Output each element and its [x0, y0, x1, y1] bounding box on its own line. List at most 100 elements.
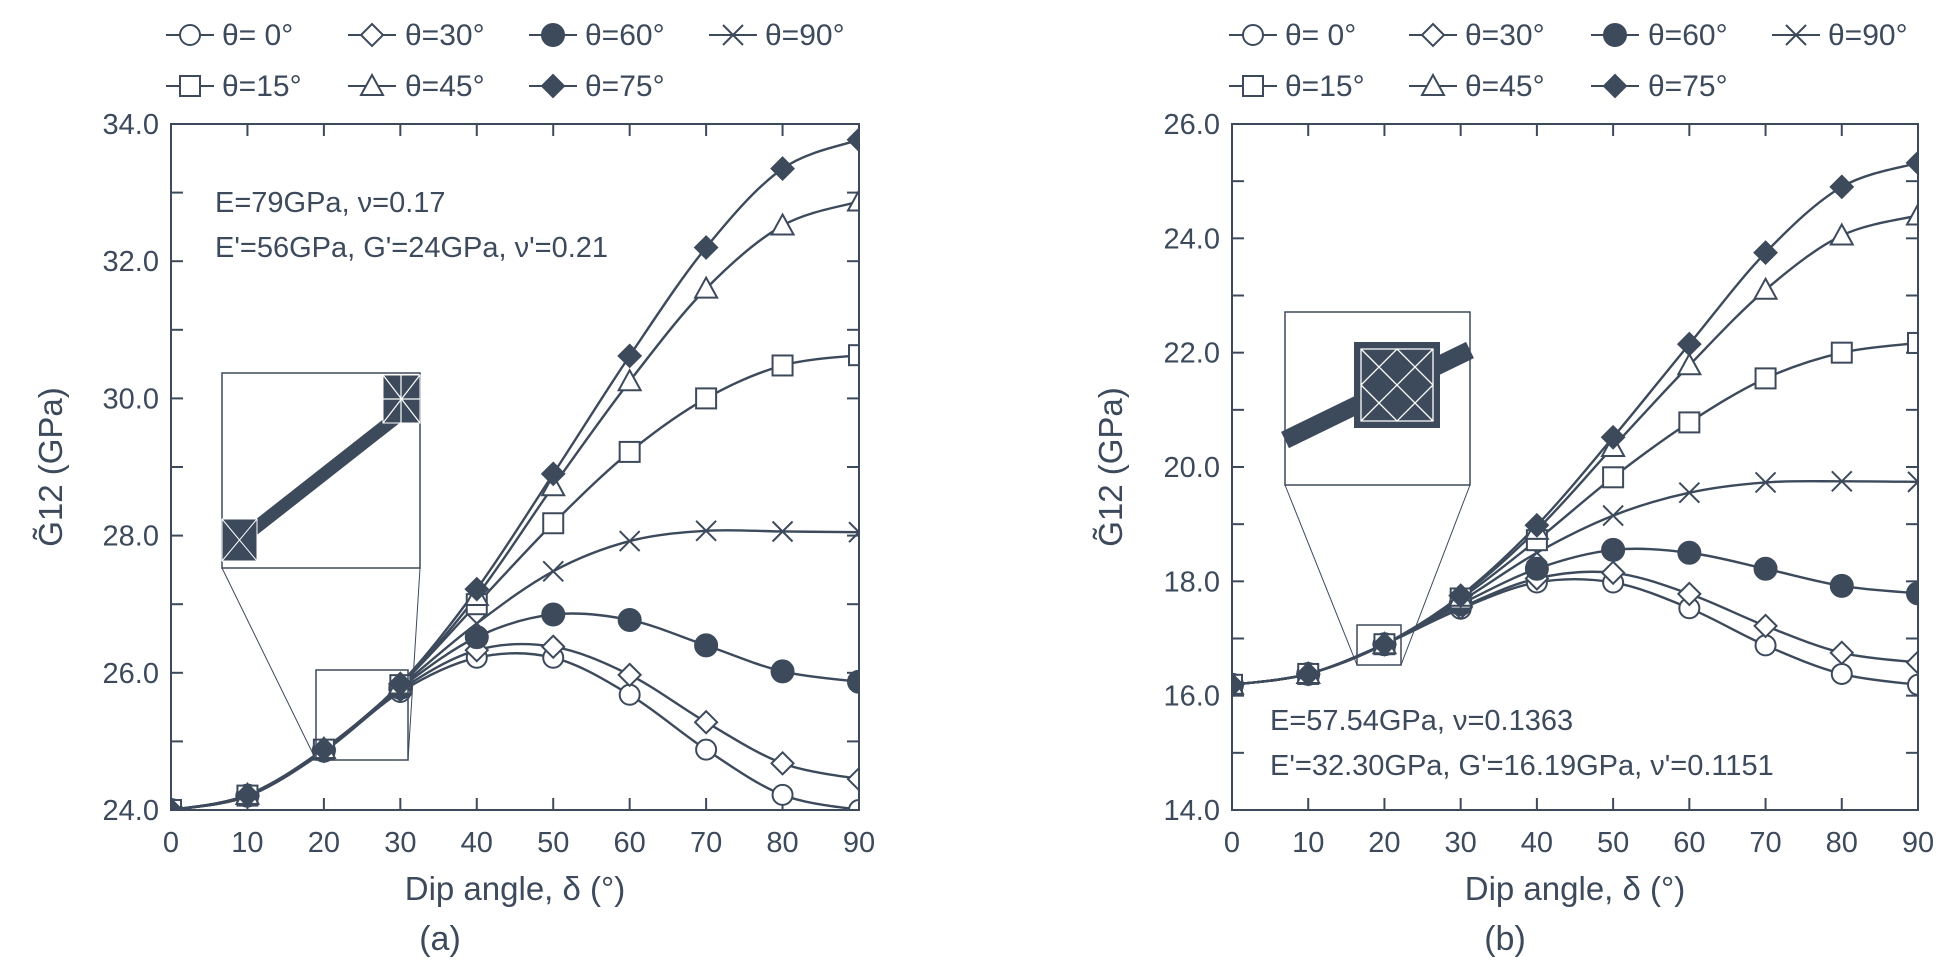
data-point — [693, 709, 719, 735]
chart-b-inset-connector — [1400, 484, 1471, 666]
data-point — [1831, 470, 1853, 492]
x-tick-label: 0 — [163, 827, 179, 859]
y-tick-label: 28.0 — [103, 521, 159, 553]
data-point — [848, 521, 859, 543]
series-line — [1232, 161, 1918, 686]
legend-item: θ= 0° — [166, 19, 293, 52]
data-point — [771, 354, 794, 377]
y-tick-label: 34.0 — [103, 109, 159, 141]
data-point — [540, 634, 566, 660]
chart-b-lines — [1232, 161, 1918, 686]
x-tick-label: 50 — [1597, 827, 1629, 859]
y-tick-label: 18.0 — [1164, 566, 1220, 598]
data-point — [617, 662, 643, 688]
legend-item: θ=30° — [348, 19, 485, 52]
chart-a-annotation-line: E=79GPa, ν=0.17 — [215, 187, 446, 219]
legend-marker — [1242, 24, 1264, 46]
data-point — [616, 368, 643, 392]
y-tick-label: 22.0 — [1164, 338, 1220, 370]
chart-a: 0 10 20 30 40 50 60 70 80 90 24.0 26.0 28.0 30.0 32.0 3… — [32, 109, 876, 958]
data-point — [540, 461, 566, 487]
y-tick-label: 26.0 — [103, 658, 159, 690]
chart-a-annotation-line: E'=56GPa, G'=24GPa, ν'=0.21 — [215, 232, 608, 264]
data-point — [541, 602, 566, 627]
chart-a-inset-band — [233, 398, 419, 547]
y-tick-label: 32.0 — [103, 246, 159, 278]
data-point — [1905, 650, 1918, 675]
data-point — [1829, 222, 1855, 246]
legend-item: θ=45° — [1409, 70, 1545, 103]
x-tick-label: 90 — [843, 827, 875, 859]
chart-a-annotation: E=79GPa, ν=0.17 E'=56GPa, G'=24GPa, ν'=0… — [215, 187, 608, 264]
legend-label: θ=15° — [1285, 70, 1365, 103]
data-point — [464, 625, 489, 650]
data-point — [618, 530, 641, 552]
data-point — [694, 633, 719, 658]
data-point — [617, 343, 643, 369]
legend-marker — [359, 72, 385, 96]
x-tick-label: 80 — [766, 827, 798, 859]
legend-label: θ= 0° — [222, 19, 293, 52]
data-point — [466, 612, 488, 635]
chart-a-ticks: 0 10 20 30 40 50 60 70 80 90 24.0 26.0 28.0 30.0 32.0 3… — [103, 109, 876, 859]
data-point — [846, 766, 859, 792]
legend-marker — [1602, 73, 1628, 99]
data-point — [1829, 573, 1854, 598]
data-point — [693, 235, 719, 260]
data-point — [1752, 276, 1779, 300]
y-tick-label: 24.0 — [1164, 223, 1220, 255]
data-point — [846, 188, 859, 212]
data-point — [1676, 581, 1702, 607]
chart-a-lines — [171, 138, 859, 810]
data-point — [1830, 662, 1853, 685]
x-tick-label: 20 — [308, 827, 340, 859]
series-line — [171, 642, 859, 810]
chart-b-annotation-line: E=57.54GPa, ν=0.1363 — [1270, 705, 1573, 737]
chart-a-inset-marker — [221, 518, 258, 562]
legend-label: θ=60° — [1648, 19, 1728, 52]
x-tick-label: 40 — [1521, 827, 1553, 859]
data-point — [1753, 240, 1778, 266]
x-tick-label: 0 — [1224, 827, 1240, 859]
chart-a-inset-marker — [382, 374, 421, 424]
data-point — [235, 782, 260, 808]
data-point — [1677, 540, 1702, 565]
data-point — [769, 212, 796, 236]
data-point — [1600, 560, 1626, 586]
data-point — [1600, 424, 1626, 450]
data-point — [695, 738, 718, 761]
legend-label: θ=45° — [405, 70, 485, 103]
data-point — [1524, 556, 1549, 581]
y-tick-label: 16.0 — [1164, 681, 1220, 713]
data-point — [1905, 202, 1918, 226]
legend-marker — [1420, 72, 1446, 96]
chart-a-ylabel: G̃12 (GPa) — [32, 387, 69, 547]
chart-b-inset-marker — [1360, 348, 1434, 422]
legend-item: θ=90° — [1772, 19, 1908, 52]
x-tick-label: 80 — [1826, 827, 1858, 859]
y-tick-label: 20.0 — [1164, 452, 1220, 484]
chart-b-zoom-window — [1356, 624, 1402, 666]
legend-item: θ= 0° — [1229, 19, 1356, 52]
data-point — [695, 387, 718, 410]
legend-item: θ=45° — [348, 70, 485, 103]
legend-marker — [541, 23, 565, 47]
legend-item: θ=15° — [1229, 70, 1365, 103]
legend-item: θ=90° — [709, 19, 845, 52]
x-tick-label: 70 — [690, 827, 722, 859]
data-point — [1678, 482, 1701, 504]
chart-b-annotation-line: E'=32.30GPa, G'=16.19GPa, ν'=0.1151 — [1270, 750, 1774, 782]
data-point — [1232, 672, 1245, 698]
series-line — [1232, 479, 1918, 686]
chart-a-markers — [171, 127, 859, 810]
data-point — [770, 659, 795, 684]
legend-label: θ=45° — [1465, 70, 1545, 103]
data-point — [1678, 411, 1701, 434]
data-point — [1829, 640, 1855, 666]
legend-label: θ=90° — [1828, 19, 1908, 52]
y-tick-label: 24.0 — [103, 795, 159, 827]
legend-label: θ=30° — [405, 19, 485, 52]
chart-b-ylabel: G̃12 (GPa) — [1092, 387, 1129, 547]
legend-label: θ=90° — [765, 19, 845, 52]
legend-marker — [179, 24, 201, 46]
